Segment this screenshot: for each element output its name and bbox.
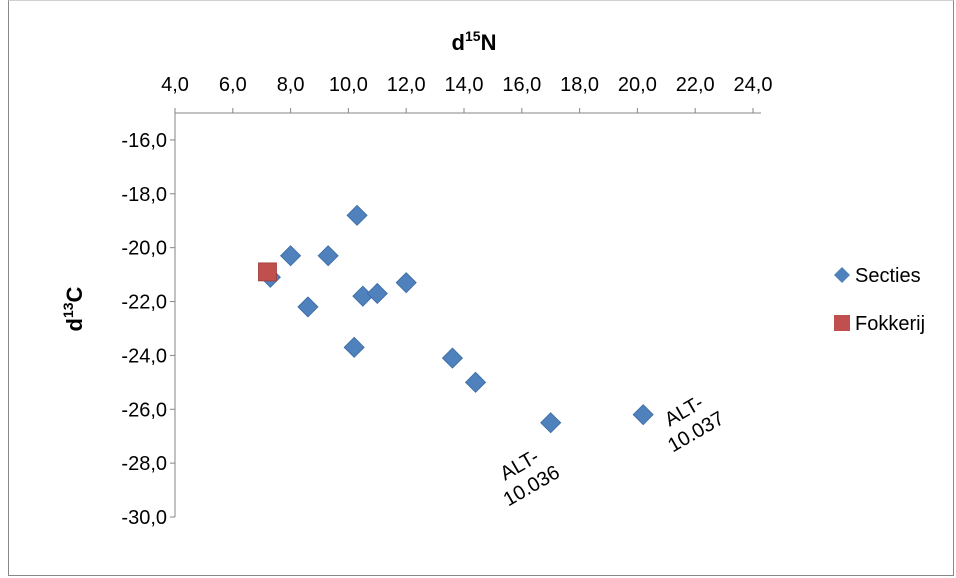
x-tick-label: 16,0: [502, 74, 541, 96]
x-tick-label: 12,0: [387, 74, 426, 96]
y-tick-label: -28,0: [121, 453, 167, 475]
y-axis-title-base: d: [62, 318, 87, 331]
axes: [170, 108, 761, 518]
x-tick-labels: 4,0 6,0 8,0 10,0 12,0 14,0 16,0 18,0 20,0 22,0 24,…: [161, 74, 772, 96]
data-markers: [258, 204, 654, 434]
x-tick-label: 22,0: [676, 74, 715, 96]
y-axis-title-sup: 13: [60, 302, 76, 318]
marker-secties: [297, 296, 319, 318]
marker-secties: [441, 347, 464, 369]
x-tick-label: 6,0: [219, 74, 247, 96]
marker-secties: [366, 282, 388, 305]
y-axis-title-rest: C: [62, 286, 87, 302]
annotation-label: ALT-10.037: [652, 387, 728, 457]
legend: Secties Fokkerij: [834, 265, 925, 335]
legend-label-fokkerij: Fokkerij: [855, 313, 925, 335]
y-tick-labels: -16,0 -18,0 -20,0 -22,0 -24,0 -26,0 -28,0 -30,0: [121, 130, 167, 529]
x-axis-title: d15N: [452, 28, 497, 55]
y-tick-label: -16,0: [121, 130, 167, 152]
x-tick-label: 24,0: [734, 74, 773, 96]
y-tick-label: -30,0: [121, 507, 167, 529]
marker-secties: [464, 371, 487, 393]
legend-marker-secties: [834, 267, 850, 283]
annotation-text: ALT-10.036: [488, 441, 564, 511]
marker-secties: [540, 412, 562, 434]
y-axis-title: d13C: [60, 286, 87, 331]
marker-fokkerij: [258, 262, 277, 282]
x-axis-title-rest: N: [481, 30, 497, 55]
marker-secties: [317, 245, 339, 267]
legend-marker-fokkerij: [834, 315, 850, 331]
x-tick-label: 4,0: [161, 74, 189, 96]
y-tick-label: -24,0: [121, 345, 167, 367]
y-tick-label: -18,0: [121, 184, 167, 206]
marker-secties: [343, 336, 365, 358]
marker-secties: [346, 204, 368, 226]
marker-secties: [632, 404, 654, 426]
annotation-text: ALT-10.037: [652, 387, 728, 457]
point-annotations: ALT-10.036 ALT-10.037: [488, 387, 729, 511]
x-axis-title-sup: 15: [465, 28, 481, 44]
y-tick-label: -20,0: [121, 238, 167, 260]
x-tick-label: 18,0: [560, 74, 599, 96]
y-tick-label: -22,0: [121, 292, 167, 314]
marker-secties: [395, 272, 417, 294]
x-tick-label: 20,0: [618, 74, 657, 96]
annotation-label: ALT-10.036: [488, 441, 564, 511]
legend-label-secties: Secties: [855, 265, 921, 287]
x-axis-title-base: d: [452, 30, 465, 55]
x-tick-label: 10,0: [329, 74, 368, 96]
x-tick-label: 14,0: [445, 74, 484, 96]
x-tick-label: 8,0: [277, 74, 305, 96]
chart-area: [8, 0, 954, 576]
y-tick-label: -26,0: [121, 399, 167, 421]
marker-secties: [280, 245, 302, 267]
